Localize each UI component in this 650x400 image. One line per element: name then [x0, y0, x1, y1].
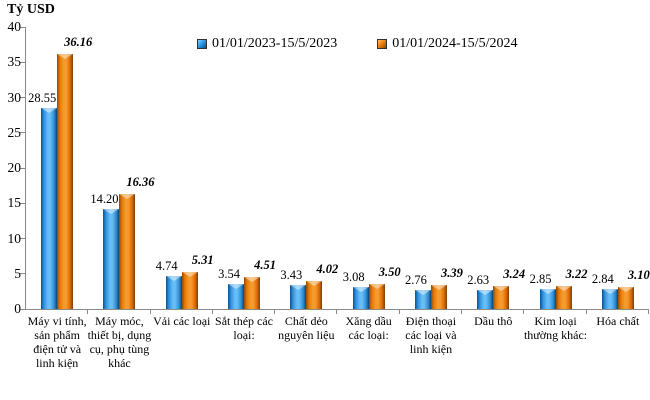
data-label-2023: 3.43 [280, 267, 303, 282]
y-axis-tick [20, 167, 26, 169]
x-axis-tick [523, 309, 525, 314]
bar-2023 [103, 208, 120, 309]
category-label: Vải các loại [153, 314, 211, 328]
category-slot: 3.54 4.51 Sắt thép các loại: [213, 27, 276, 342]
category-slot: 14.20 16.36 Máy móc, thiết bị, dụng cụ, ph… [88, 27, 155, 370]
category-label: Kim loại thường khác: [523, 314, 588, 342]
data-label-2024: 5.31 [191, 252, 214, 267]
category-label: Máy móc, thiết bị, dụng cụ, phụ tùng khá… [87, 314, 152, 370]
y-axis-tick-label: 20 [7, 160, 22, 175]
x-axis-tick [149, 309, 151, 314]
y-axis-tick [20, 238, 26, 239]
category-label: Dầu thô [474, 314, 513, 328]
y-axis-tick [20, 26, 26, 28]
bar-2023 [228, 284, 245, 309]
y-axis-tick-label: 35 [7, 54, 22, 70]
category-slot: 3.43 4.02 Chất dẻo nguyên liệu [275, 27, 339, 342]
x-axis-tick [585, 309, 587, 314]
bar-2023 [41, 107, 58, 309]
y-axis-tick-label: 25 [7, 124, 22, 140]
data-label-2023: 2.85 [529, 271, 552, 286]
bar-2023 [539, 288, 556, 309]
bar-2023 [414, 289, 431, 309]
data-label-2023: 3.08 [342, 270, 365, 285]
bar-2024 [119, 193, 136, 309]
legend-label-2024: 01/01/2024-15/5/2024 [392, 36, 518, 51]
legend: 01/01/2023-15/5/2023 01/01/2024-15/5/202… [197, 36, 517, 52]
data-label-2023: 4.74 [155, 258, 178, 273]
data-label-2024: 4.02 [316, 261, 339, 276]
bar-2023 [352, 287, 369, 309]
data-label-2024: 16.36 [126, 174, 155, 189]
category-slot: 2.76 3.39 Điện thoại các loại và linh kiện [400, 27, 463, 356]
bar-2024 [57, 54, 74, 309]
x-axis-tick [211, 309, 213, 314]
y-axis-tick [20, 273, 26, 275]
y-axis-tick-label: 15 [7, 195, 22, 211]
data-label-2024: 3.22 [565, 267, 588, 282]
y-axis-tick [20, 308, 26, 310]
y-axis-title: Tỷ USD [7, 2, 55, 17]
x-axis-tick [647, 309, 649, 314]
legend-swatch-2023-icon [197, 39, 207, 49]
y-axis-tick [20, 202, 26, 204]
category-label: Xăng dầu các loại: [345, 314, 392, 342]
bar-2024 [368, 284, 385, 309]
bar-2024 [181, 271, 198, 309]
category-slot: 2.84 3.10 Hóa chất [587, 27, 650, 328]
plot-area: 0 5 10 15 20 25 30 35 40 28.55 36.16 Máy vi tính, s… [8, 19, 650, 370]
data-label-2024: 3.39 [441, 266, 463, 281]
bar-2024 [430, 285, 447, 309]
bar-2024 [617, 287, 634, 309]
data-label-2023: 2.84 [591, 271, 614, 286]
y-axis-tick [20, 61, 26, 63]
data-label-2024: 36.16 [64, 35, 93, 50]
legend-item-2023: 01/01/2023-15/5/2023 [197, 36, 337, 52]
y-axis-tick-label: 0 [14, 301, 21, 316]
bar-2024 [306, 280, 323, 309]
bar-2024 [244, 277, 261, 309]
y-axis-tick-label: 5 [14, 265, 21, 281]
data-label-2024: 3.50 [378, 265, 401, 280]
category-label: Hóa chất [596, 314, 640, 328]
legend-item-2024: 01/01/2024-15/5/2024 [377, 36, 517, 52]
data-label-2024: 3.10 [627, 268, 650, 283]
bar-2023 [601, 288, 618, 309]
category-label: Chất dẻo nguyên liệu [278, 314, 335, 342]
category-label: Máy vi tính, sản phẩm điện tử và linh ki… [27, 314, 87, 370]
x-axis-tick [274, 309, 276, 314]
bar-2024 [555, 286, 572, 309]
category-slot: 2.85 3.22 Kim loại thường khác: [524, 27, 588, 342]
data-label-2023: 3.54 [218, 267, 240, 282]
category-label: Sắt thép các loại: [215, 314, 274, 342]
category-slot: 3.08 3.50 Xăng dầu các loại: [338, 27, 401, 341]
data-label-2023: 2.63 [467, 273, 490, 288]
data-label-2023: 28.55 [28, 90, 57, 105]
category-slot: 28.55 36.16 Máy vi tính, sản phẩm điện tử … [26, 27, 93, 370]
x-axis-tick [87, 309, 89, 314]
bar-2023 [165, 275, 182, 309]
bar-2024 [493, 286, 510, 309]
y-axis-tick [20, 132, 26, 134]
x-axis-tick [461, 309, 463, 314]
category-slot: 2.63 3.24 Dầu thô [462, 27, 526, 328]
x-axis-tick [336, 309, 338, 314]
y-axis-tick [20, 97, 26, 98]
legend-label-2023: 01/01/2023-15/5/2023 [212, 36, 338, 51]
data-label-2023: 14.20 [90, 191, 119, 206]
data-label-2024: 3.24 [503, 267, 526, 282]
y-axis-tick-label: 40 [7, 19, 22, 34]
bar-2023 [290, 284, 307, 309]
y-axis-tick-label: 10 [7, 230, 22, 246]
bar-2023 [477, 290, 494, 309]
x-axis-tick [398, 309, 400, 314]
category-slot: 4.74 5.31 Vải các loại [151, 27, 214, 328]
y-axis-tick-label: 30 [7, 89, 22, 105]
data-label-2023: 2.76 [405, 272, 427, 287]
legend-swatch-2024-icon [377, 39, 388, 49]
category-label: Điện thoại các loại và linh kiện [405, 314, 457, 356]
data-label-2024: 4.51 [254, 258, 276, 273]
